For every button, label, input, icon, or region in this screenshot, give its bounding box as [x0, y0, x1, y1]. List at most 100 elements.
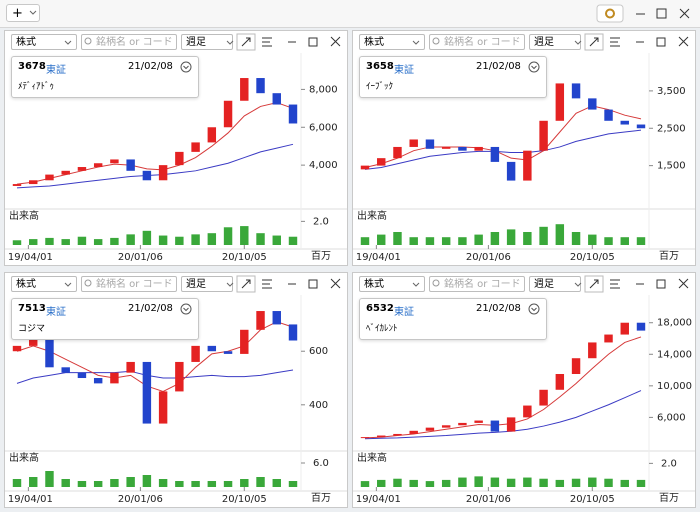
stock-info: 6532 東証 21/02/08 ﾍﾞｲｶﾚﾝﾄ — [359, 298, 547, 340]
maximize-icon — [308, 37, 318, 47]
volume-bar — [207, 233, 217, 245]
period-select[interactable]: 週足 — [181, 276, 233, 292]
volume-bar — [93, 239, 103, 245]
search-box[interactable]: 銘柄名 or コード — [429, 276, 525, 292]
volume-bar — [126, 234, 135, 245]
volume-bar — [506, 229, 516, 245]
candle — [539, 120, 548, 151]
volume-unit: 百万 — [311, 492, 331, 504]
candle — [223, 351, 233, 354]
volume-label: 出来高 — [9, 209, 39, 222]
volume-bar — [240, 479, 249, 487]
candle — [539, 389, 548, 406]
volume-bar — [77, 481, 87, 487]
add-button[interactable]: + — [6, 4, 40, 22]
candle — [490, 420, 500, 432]
y-tick-label: 10,000 — [657, 381, 692, 392]
search-box[interactable]: 銘柄名 or コード — [429, 34, 525, 50]
candle — [458, 422, 467, 426]
x-tick-label: 20/10/05 — [570, 494, 615, 505]
market-select[interactable]: 株式 — [11, 276, 77, 292]
candle — [490, 146, 500, 162]
x-tick-label: 20/01/06 — [466, 252, 511, 263]
candle — [425, 139, 435, 149]
exchange: 東証 — [46, 65, 66, 76]
popout-button — [584, 33, 604, 51]
candle — [288, 324, 298, 341]
market-select[interactable]: 株式 — [359, 34, 425, 50]
moving-average-short — [16, 102, 294, 185]
volume-bar — [191, 481, 200, 487]
candle — [636, 322, 646, 331]
candle — [441, 425, 451, 428]
volume-bar — [539, 478, 548, 487]
stock-info: 3658 東証 21/02/08 ｲｰﾌﾞｯｸ — [359, 56, 547, 98]
collapse-circle — [528, 61, 540, 73]
candle — [377, 158, 386, 166]
candle — [425, 427, 435, 431]
moving-average-long — [16, 369, 294, 384]
candle — [12, 184, 22, 186]
collapse-circle — [528, 303, 540, 315]
popout-icon — [241, 279, 251, 289]
volume-bar — [288, 481, 298, 487]
volume-tick-label: 2.0 — [313, 216, 329, 227]
period-select[interactable]: 週足 — [181, 34, 233, 50]
y-tick-label: 2,500 — [657, 123, 686, 134]
volume-bar — [636, 237, 646, 245]
volume-bar — [588, 477, 597, 487]
volume-bar — [360, 237, 370, 245]
candle — [175, 361, 184, 392]
candle — [110, 159, 119, 164]
candle — [207, 345, 217, 352]
popout-button — [236, 33, 256, 51]
close-icon — [678, 278, 689, 289]
volume-bar — [620, 237, 629, 245]
stock-code: 3678 — [18, 61, 46, 72]
volume-bar — [474, 476, 483, 487]
price-chart: 1,500 2,500 3,500 百万 出来高 19/04/01 20/01/06 20/1… — [353, 53, 695, 263]
menu-icon — [262, 279, 272, 289]
menu-icon — [262, 37, 272, 47]
candle — [393, 433, 402, 436]
collapse-chevron — [183, 307, 189, 312]
volume-bar — [441, 237, 451, 245]
candle — [620, 120, 629, 125]
y-tick-label: 3,500 — [657, 86, 686, 97]
x-tick-label: 19/04/01 — [8, 252, 53, 263]
volume-bar — [506, 478, 516, 487]
period-select[interactable]: 週足 — [529, 34, 581, 50]
collapse-chevron — [183, 65, 189, 70]
quote-date: 21/02/08 — [128, 61, 173, 72]
market-select[interactable]: 株式 — [359, 276, 425, 292]
volume-unit: 百万 — [659, 250, 679, 262]
market-select[interactable]: 株式 — [11, 34, 77, 50]
candle — [256, 78, 265, 94]
volume-bar — [441, 479, 451, 487]
x-tick-label: 19/04/01 — [356, 252, 401, 263]
volume-bar — [158, 479, 168, 487]
volume-bar — [77, 236, 87, 245]
popout-icon — [589, 279, 599, 289]
price-chart: 4,000 6,000 8,000 2.0 百万 出来高 19/04/01 20/01/06 2… — [5, 53, 347, 263]
candle — [142, 170, 152, 181]
stock-name: ｲｰﾌﾞｯｸ — [366, 82, 394, 92]
search-box[interactable]: 銘柄名 or コード — [81, 34, 177, 50]
candle — [93, 163, 103, 168]
search-box[interactable]: 銘柄名 or コード — [81, 276, 177, 292]
candle — [288, 104, 298, 124]
period-select[interactable]: 週足 — [529, 276, 581, 292]
collapse-icon — [528, 61, 540, 73]
candle — [126, 159, 135, 171]
chart-panel: 株式 銘柄名 or コード 週足 400 600 6.0 百万 出来高 19/04/01 20/0… — [4, 272, 348, 508]
moving-average-long — [16, 143, 294, 189]
candle — [110, 372, 119, 384]
volume-bar — [360, 481, 370, 487]
candle — [555, 83, 565, 121]
volume-unit: 百万 — [659, 492, 679, 504]
candle — [571, 358, 581, 374]
stock-info: 3678 東証 21/02/08 ﾒﾃﾞｨｱﾄﾞｩ — [11, 56, 199, 98]
quote-date: 21/02/08 — [128, 303, 173, 314]
volume-bar — [571, 232, 581, 245]
x-tick-label: 20/01/06 — [118, 494, 163, 505]
